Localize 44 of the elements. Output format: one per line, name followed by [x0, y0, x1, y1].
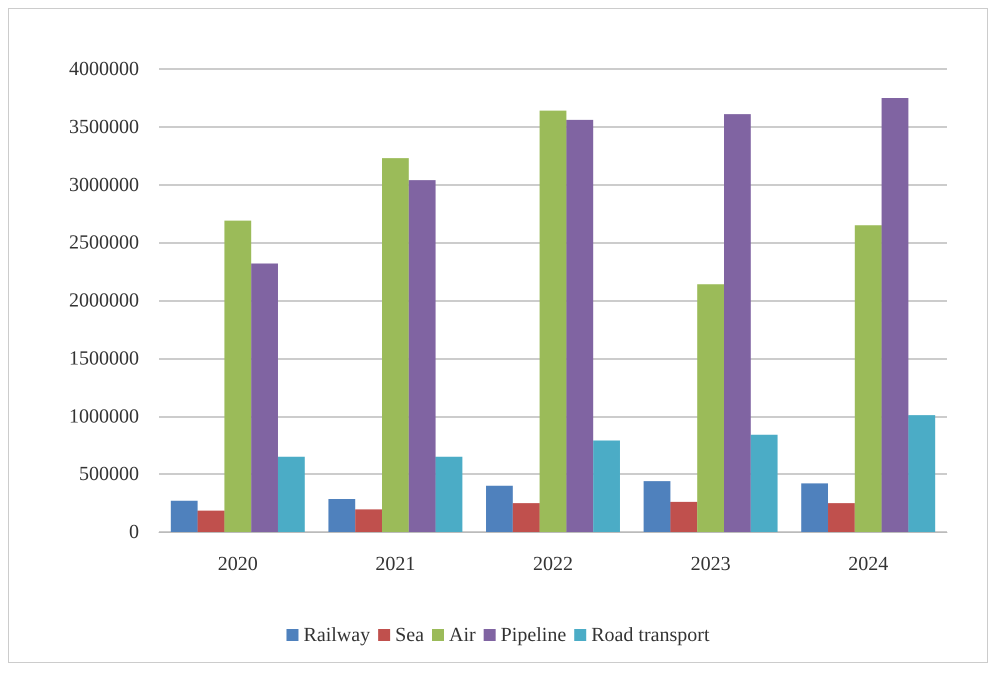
bar [908, 415, 936, 532]
bar [224, 220, 252, 532]
bar [697, 284, 724, 532]
bar [644, 481, 670, 532]
bar [593, 440, 620, 532]
y-tick-label: 1500000 [69, 347, 139, 370]
bar [512, 503, 540, 532]
bar [854, 225, 882, 532]
bar [382, 158, 409, 532]
bar [724, 114, 751, 532]
y-tick-label: 2000000 [69, 290, 139, 312]
bar [278, 456, 305, 532]
y-tick-label: 500000 [79, 463, 139, 486]
x-tick-label: 2024 [848, 553, 888, 575]
legend-label: Railway [303, 624, 370, 646]
y-tick-label: 3000000 [69, 174, 139, 196]
x-tick-label: 2021 [375, 553, 416, 575]
bar [566, 120, 594, 532]
y-tick-label: 2500000 [69, 232, 139, 254]
bar [670, 502, 698, 532]
bar [328, 499, 356, 532]
bar [355, 509, 382, 532]
y-tick-label: 3500000 [69, 116, 139, 138]
bar [801, 483, 828, 532]
bar [540, 110, 566, 532]
x-tick-label: 2020 [218, 553, 258, 575]
legend-label: Sea [395, 624, 424, 646]
legend-label: Road transport [591, 624, 710, 646]
x-tick-label: 2023 [690, 553, 731, 575]
bar [251, 263, 278, 532]
bar [828, 503, 855, 532]
bar [882, 98, 908, 532]
legend-label: Pipeline [500, 624, 566, 646]
legend-label: Air [449, 624, 476, 646]
bar [750, 434, 778, 532]
y-tick-label: 0 [129, 521, 139, 543]
bar [198, 510, 224, 532]
y-tick-label: 1000000 [69, 405, 139, 428]
bar [170, 500, 198, 532]
bar [408, 180, 436, 532]
x-tick-label: 2022 [533, 553, 573, 575]
bar [436, 456, 462, 532]
y-tick-label: 4000000 [69, 58, 139, 80]
bar [486, 486, 513, 532]
